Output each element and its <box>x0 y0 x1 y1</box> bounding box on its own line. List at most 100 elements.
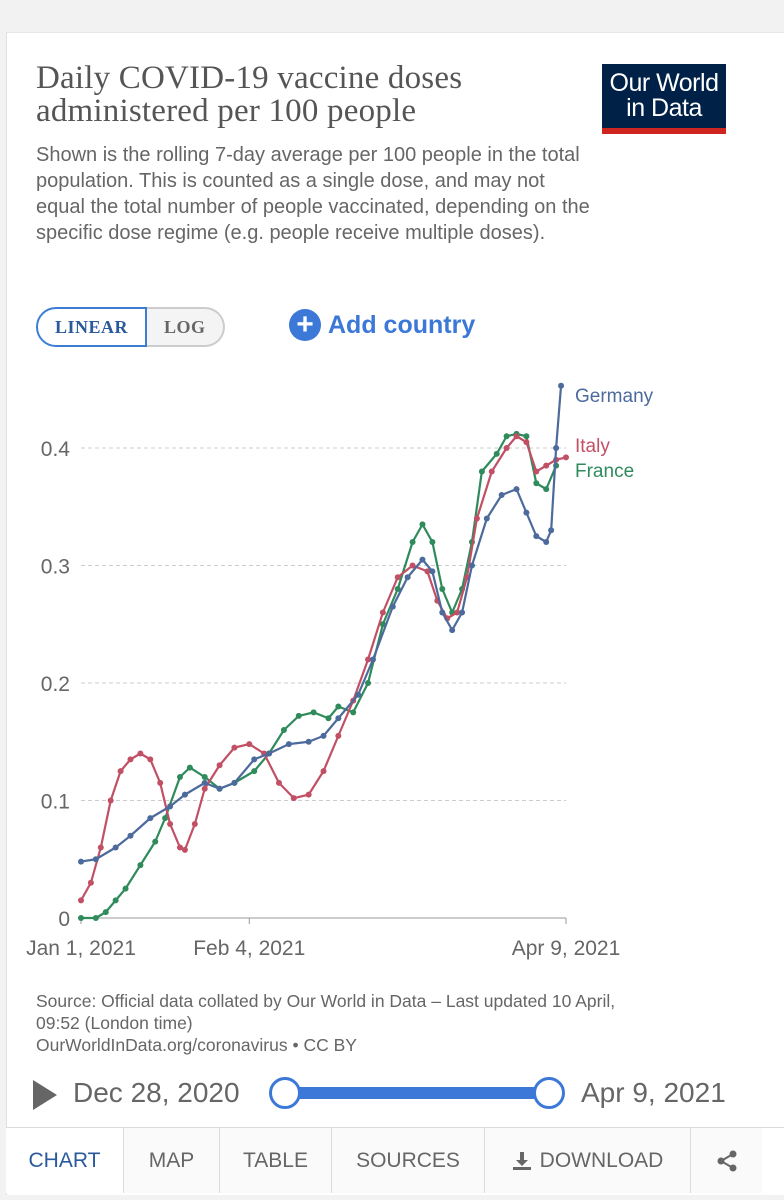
data-point-germany <box>127 832 134 839</box>
data-point-france <box>176 774 183 780</box>
chart-title: Daily COVID-19 vaccine doses administere… <box>36 60 463 129</box>
data-point-italy <box>181 846 188 853</box>
y-tick-label: 0.1 <box>41 791 70 814</box>
data-point-italy <box>503 445 510 451</box>
data-point-italy <box>246 741 253 748</box>
timeline-track[interactable] <box>285 1087 549 1099</box>
data-point-italy <box>409 562 416 569</box>
timeline: Dec 28, 2020 Apr 9, 2021 <box>0 1072 784 1122</box>
data-point-italy <box>275 779 282 786</box>
data-point-france <box>543 486 550 493</box>
owid-logo[interactable]: Our World in Data <box>602 64 726 134</box>
data-point-italy <box>305 791 312 798</box>
linear-button[interactable]: LINEAR <box>36 307 148 347</box>
data-point-italy <box>216 762 223 769</box>
data-point-germany <box>553 445 560 451</box>
log-button[interactable]: LOG <box>147 307 225 347</box>
data-point-italy <box>523 439 530 446</box>
data-point-italy <box>513 433 520 440</box>
data-point-germany <box>533 533 540 540</box>
data-point-france <box>325 715 332 722</box>
data-point-france <box>379 621 386 628</box>
data-point-germany <box>513 486 520 493</box>
chart-card <box>6 32 784 1195</box>
y-tick-label: 0.2 <box>41 673 70 696</box>
timeline-start-label: Dec 28, 2020 <box>73 1077 240 1108</box>
tab-download-label: DOWNLOAD <box>539 1149 664 1172</box>
data-point-france <box>122 885 129 892</box>
tab-sources[interactable]: SOURCES <box>332 1128 485 1193</box>
data-point-germany <box>355 691 362 698</box>
data-point-germany <box>167 803 174 810</box>
data-point-germany <box>266 750 273 757</box>
data-point-germany <box>251 756 258 763</box>
data-point-france <box>350 709 357 716</box>
x-tick-label: Apr 9, 2021 <box>512 937 621 960</box>
tab-table[interactable]: TABLE <box>220 1128 332 1193</box>
data-point-italy <box>424 568 431 575</box>
data-point-italy <box>365 656 372 663</box>
data-point-germany <box>548 527 555 534</box>
logo-red-bar <box>602 128 726 134</box>
data-point-france <box>92 915 99 921</box>
data-point-italy <box>379 609 386 616</box>
data-point-germany <box>231 779 238 786</box>
data-point-france <box>280 727 287 733</box>
data-point-italy <box>87 879 94 886</box>
timeline-start-handle[interactable] <box>269 1077 301 1109</box>
data-point-germany <box>147 815 154 822</box>
timeline-end-handle[interactable] <box>533 1077 565 1109</box>
data-point-germany <box>112 844 119 851</box>
data-point-france <box>186 764 193 771</box>
series-label-italy: Italy <box>575 436 610 457</box>
data-point-france <box>78 915 84 921</box>
data-point-germany <box>429 568 436 575</box>
data-point-france <box>251 768 258 775</box>
data-point-france <box>152 838 159 845</box>
share-button[interactable] <box>691 1128 762 1193</box>
data-point-germany <box>523 509 530 516</box>
data-point-germany <box>216 785 223 792</box>
data-point-france <box>419 521 426 528</box>
data-point-italy <box>97 844 104 851</box>
add-country-button[interactable]: + Add country <box>289 308 475 342</box>
data-point-italy <box>488 468 495 475</box>
data-point-germany <box>439 609 446 616</box>
data-point-france <box>439 586 446 592</box>
data-point-germany <box>468 562 475 569</box>
y-tick-label: 0.4 <box>41 438 71 461</box>
data-point-italy <box>78 897 84 904</box>
play-icon[interactable] <box>33 1080 57 1110</box>
line-chart: 0 0.1 0.2 0.3 0.4 Jan 1, 2021 Feb 4, 2021 Apr 9… <box>26 382 654 960</box>
data-point-france <box>523 433 530 440</box>
chart-subtitle: Shown is the rolling 7-day average per 1… <box>36 144 590 244</box>
scale-toggle: LINEAR LOG <box>36 307 225 347</box>
tab-map[interactable]: MAP <box>124 1128 220 1193</box>
data-point-germany <box>483 515 490 522</box>
data-point-france <box>429 539 436 545</box>
data-point-germany <box>459 609 466 616</box>
add-country-label: Add country <box>328 310 476 339</box>
data-point-italy <box>394 574 401 581</box>
data-point-italy <box>176 844 183 851</box>
data-point-italy <box>147 756 154 763</box>
data-point-france <box>533 480 540 487</box>
data-point-italy <box>191 821 198 827</box>
data-point-france <box>394 586 401 592</box>
source-url[interactable]: OurWorldInData.org/coronavirus • CC BY <box>36 1035 357 1055</box>
data-point-germany <box>498 492 505 498</box>
data-point-italy <box>290 795 297 802</box>
data-point-italy <box>231 744 238 751</box>
tab-bar: CHART MAP TABLE SOURCES DOWNLOAD <box>6 1127 784 1193</box>
data-point-france <box>112 897 119 904</box>
data-point-italy <box>533 468 540 475</box>
x-tick-label: Feb 4, 2021 <box>193 937 305 960</box>
download-icon <box>512 1152 531 1171</box>
tab-chart[interactable]: CHART <box>6 1128 124 1193</box>
tab-download[interactable]: DOWNLOAD <box>485 1128 691 1193</box>
series-line-germany <box>80 385 563 863</box>
series-label-france: France <box>575 461 634 482</box>
data-point-germany <box>201 779 208 786</box>
data-point-italy <box>320 768 327 775</box>
data-point-germany <box>404 574 411 581</box>
